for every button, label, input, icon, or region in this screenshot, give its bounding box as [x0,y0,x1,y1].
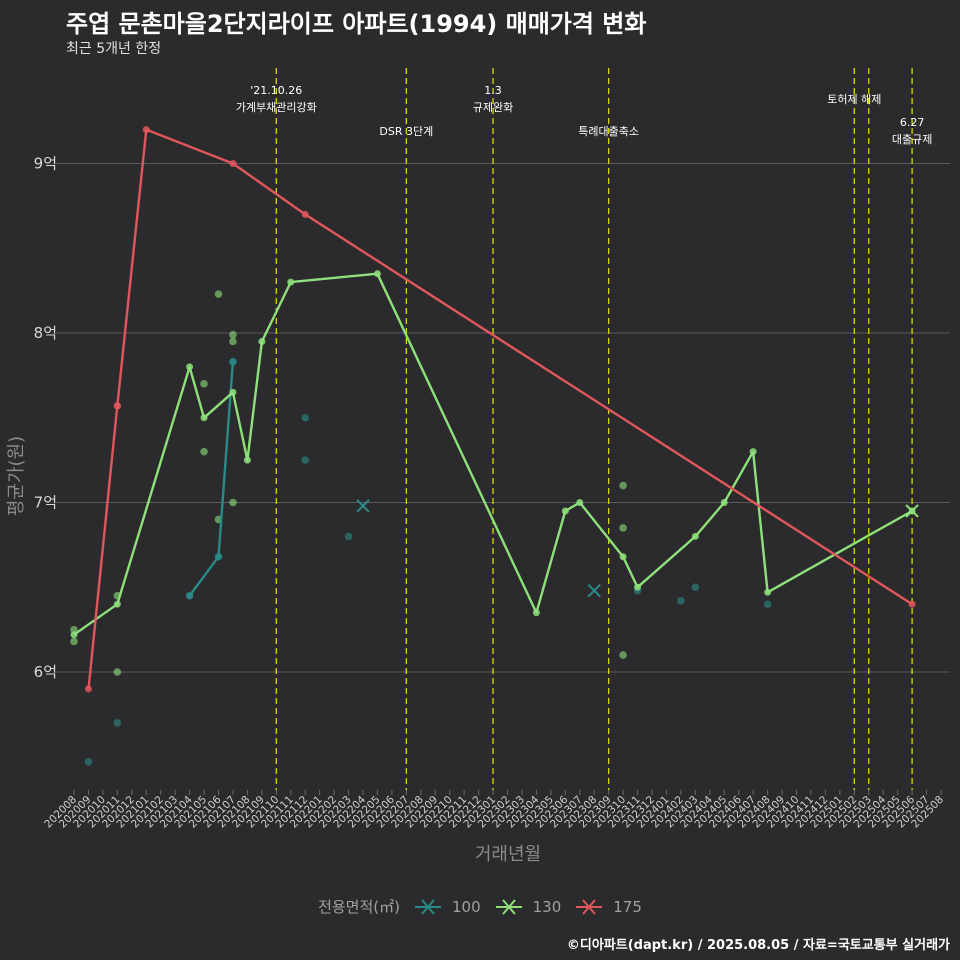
event-label: DSR 3단계 [379,125,433,138]
data-point-130 [214,290,223,298]
y-tick-label: 9억 [34,155,57,173]
data-point-100 [301,413,310,422]
line-point-175 [301,210,309,218]
line-point-175 [229,160,237,167]
data-point-130 [619,524,627,532]
line-point-130 [243,456,251,464]
line-point-130 [373,270,381,278]
data-point-100 [301,456,310,464]
data-point-130 [70,625,78,634]
data-point-130 [200,380,208,388]
chart-subtitle: 최근 5개년 한정 [66,41,162,57]
legend-key-130 [495,898,522,915]
data-point-130 [70,637,78,646]
line-point-130 [200,414,208,422]
event-label: 6.27 [900,116,925,129]
line-point-130 [634,583,642,591]
line-point-130 [186,363,194,371]
y-tick-label: 7억 [34,494,57,512]
data-point-100 [691,583,700,592]
line-point-130 [258,337,266,345]
line-point-130 [113,600,121,608]
data-point-100 [344,532,353,541]
data-point-100 [763,600,772,608]
legend-title: 전용면적(㎡) [318,898,400,916]
y-axis-title: 평균가(원) [6,436,27,516]
event-label: '21.10.26 [250,84,302,97]
line-point-175 [84,685,92,693]
data-point-100 [677,597,685,605]
legend-label-130: 130 [532,897,562,916]
line-point-130 [229,388,237,396]
legend-label-100: 100 [451,897,481,916]
x-marker-stroke [587,583,601,598]
line-point-130 [619,553,627,561]
event-label: 가계부채관리강화 [236,101,317,114]
x-marker-100 [587,583,601,598]
x-marker-130 [905,504,919,518]
legend-key-175 [576,898,603,915]
line-point-130 [749,448,757,456]
data-point-130 [113,668,122,676]
x-marker-stroke [905,504,919,518]
data-point-130 [200,447,208,456]
data-point-100 [113,719,122,727]
line-point-130 [576,499,584,506]
line-point-130 [532,609,540,617]
data-point-130 [619,651,627,659]
y-tick-label: 6억 [34,663,57,681]
data-point-130 [619,481,627,490]
data-point-130 [229,337,237,346]
line-point-130 [720,499,728,506]
line-point-130 [287,278,295,286]
line-point-130 [691,532,699,540]
data-point-130 [229,330,237,339]
data-point-100 [84,758,93,766]
line-point-130 [561,507,569,515]
source-footer: ©디아파트(dapt.kr) / 2025.08.05 / 자료=국토교통부 실… [566,938,950,953]
legend-key-100 [414,898,441,915]
line-point-175 [908,600,916,608]
line-point-100 [229,358,237,366]
line-point-100 [186,592,194,600]
x-marker-stroke [356,499,370,513]
event-label: 특례대출축소 [578,125,639,138]
line-point-130 [70,631,78,639]
data-point-130 [229,498,237,507]
y-tick-label: 8억 [34,324,57,342]
event-label: 1.3 [484,84,502,97]
legend-label-175: 175 [613,897,642,916]
legend-item-100: 100 [414,897,481,917]
line-point-175 [142,126,150,134]
legend: 전용면적(㎡) 100 130 175 [0,896,960,917]
event-label: 토허제 해제 [827,92,881,106]
legend-item-130: 130 [495,897,562,917]
x-marker-100 [356,499,370,513]
series-line-175 [87,128,913,690]
series-layer [70,126,919,766]
x-axis-title: 거래년월 [475,844,541,865]
line-point-130 [764,588,772,596]
axis-layer: 6억7억8억9억20200820200920201020201120201220… [34,155,946,831]
grid-layer [56,163,950,673]
event-label: 규제완화 [473,101,513,114]
event-label: 대출규제 [892,133,932,146]
line-point-100 [215,553,222,561]
legend-item-175: 175 [575,897,642,917]
line-point-175 [113,402,121,410]
chart-title: 주엽 문촌마을2단지라이프 아파트(1994) 매매가격 변화 [66,10,647,38]
